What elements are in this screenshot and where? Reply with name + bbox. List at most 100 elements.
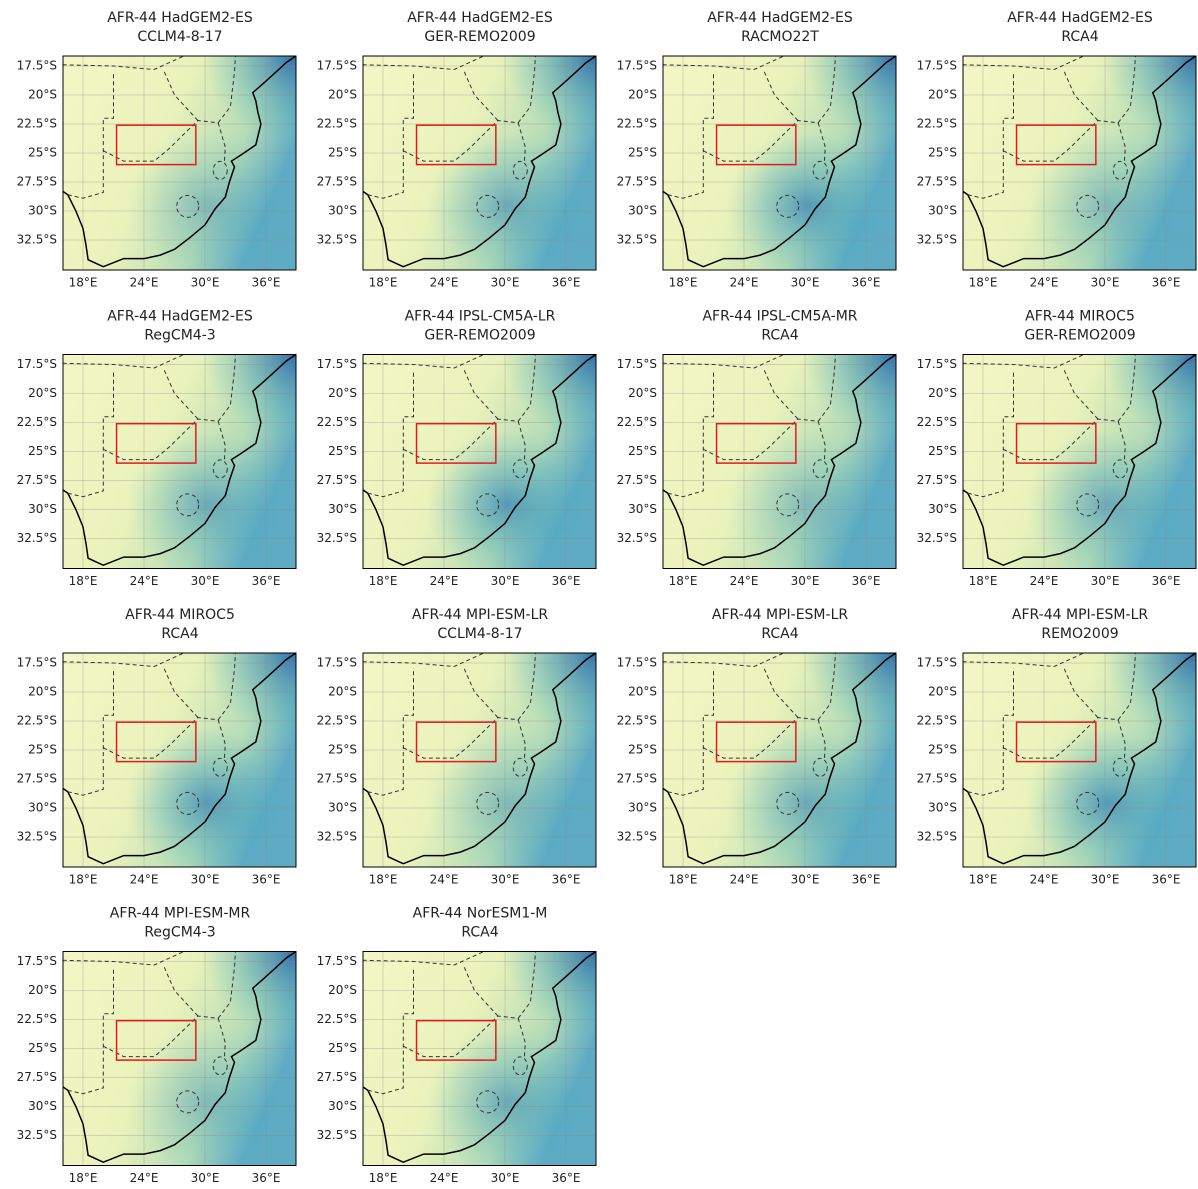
y-tick-label: 27.5°S — [617, 772, 657, 786]
border — [63, 653, 185, 668]
map-frame — [662, 55, 897, 271]
border — [463, 668, 499, 718]
panel-subtitle: RACMO22T — [741, 29, 819, 45]
y-tick-label: 22.5°S — [317, 714, 357, 728]
x-tick-label: 24°E — [730, 574, 759, 588]
y-tick-label: 32.5°S — [17, 830, 57, 844]
eswatini-border — [812, 757, 828, 777]
study-box — [415, 124, 497, 166]
map-area — [963, 354, 1196, 569]
x-tick-label: 36°E — [252, 276, 281, 290]
y-tick-label: 32.5°S — [317, 531, 357, 545]
border — [217, 951, 236, 1019]
eswatini-border — [512, 757, 528, 777]
y-tick-label: 25°S — [928, 146, 957, 160]
field-corner — [363, 951, 596, 1166]
y-tick-label: 20°S — [328, 685, 357, 699]
y-tick-label: 27.5°S — [17, 473, 57, 487]
x-tick-label: 30°E — [191, 1171, 220, 1185]
border — [217, 719, 226, 761]
y-tick-label: 22.5°S — [617, 415, 657, 429]
map-area — [363, 951, 596, 1166]
border — [63, 56, 185, 71]
x-tick-label: 30°E — [1091, 873, 1120, 887]
x-tick-label: 30°E — [491, 276, 520, 290]
x-tick-label: 30°E — [791, 276, 820, 290]
border — [1117, 354, 1136, 422]
field-corner — [963, 354, 1196, 569]
study-box — [415, 422, 497, 464]
y-tick-label: 32.5°S — [317, 233, 357, 247]
y-tick-label: 32.5°S — [617, 531, 657, 545]
x-tick-label: 30°E — [191, 873, 220, 887]
border — [163, 668, 199, 718]
coastline — [63, 56, 296, 268]
border — [217, 56, 236, 124]
y-tick-label: 17.5°S — [917, 656, 957, 670]
eswatini-border — [1112, 459, 1128, 479]
border — [217, 354, 236, 422]
y-tick-label: 25°S — [28, 444, 57, 458]
y-tick-label: 22.5°S — [917, 714, 957, 728]
x-tick-label: 36°E — [552, 276, 581, 290]
map-panel: AFR-44 MPI-ESM-LR REMO2009 17.5°S 20°S 22.5°… — [917, 607, 1197, 887]
map-area — [663, 56, 896, 270]
map-panel: AFR-44 HadGEM2-ES RCA4 17.5°S 20°S 22.5°S 25°… — [917, 10, 1197, 290]
lesotho-border — [776, 194, 800, 218]
x-tick-label: 36°E — [1152, 873, 1181, 887]
border — [817, 653, 836, 721]
border — [1063, 370, 1099, 420]
y-tick-label: 25°S — [28, 743, 57, 757]
border — [217, 122, 226, 164]
study-box — [115, 1019, 197, 1061]
coastline — [963, 56, 1196, 268]
y-tick-label: 22.5°S — [17, 117, 57, 131]
map-panel: AFR-44 IPSL-CM5A-LR GER-REMO2009 17.5°S 20°… — [317, 309, 597, 588]
x-tick-label: 18°E — [669, 574, 698, 588]
panel-title: AFR-44 HadGEM2-ES — [107, 10, 253, 26]
panel-title: AFR-44 MIROC5 — [125, 607, 235, 623]
eswatini-border — [512, 160, 528, 180]
map-panel: AFR-44 MIROC5 RCA4 17.5°S 20°S 22.5°S 25°S 27.… — [17, 607, 297, 887]
y-tick-label: 32.5°S — [17, 1128, 57, 1142]
border — [67, 370, 114, 498]
x-tick-label: 18°E — [369, 873, 398, 887]
y-tick-label: 22.5°S — [917, 117, 957, 131]
border — [1117, 56, 1136, 124]
border — [367, 967, 414, 1095]
field-corner — [63, 951, 296, 1166]
map-panel: AFR-44 MPI-ESM-LR CCLM4-8-17 17.5°S 20°S 22.… — [317, 607, 597, 887]
map-area — [663, 354, 896, 569]
x-tick-label: 24°E — [430, 873, 459, 887]
x-tick-label: 18°E — [69, 1171, 98, 1185]
y-tick-label: 17.5°S — [317, 59, 357, 73]
y-tick-label: 20°S — [928, 88, 957, 102]
panel-title: AFR-44 MPI-ESM-MR — [110, 906, 251, 922]
coastline — [963, 653, 1196, 865]
panel-subtitle: GER-REMO2009 — [424, 29, 535, 45]
y-tick-label: 25°S — [328, 743, 357, 757]
x-tick-label: 18°E — [369, 574, 398, 588]
y-tick-label: 30°S — [928, 801, 957, 815]
panel-title: AFR-44 HadGEM2-ES — [707, 10, 853, 26]
y-tick-label: 22.5°S — [17, 714, 57, 728]
map-frame — [662, 652, 897, 868]
map-area — [63, 354, 296, 569]
y-tick-label: 17.5°S — [917, 59, 957, 73]
x-tick-label: 24°E — [430, 574, 459, 588]
x-tick-label: 24°E — [1030, 574, 1059, 588]
x-tick-label: 30°E — [1091, 574, 1120, 588]
y-tick-label: 20°S — [628, 88, 657, 102]
coastline — [63, 653, 296, 865]
map-area — [963, 653, 1196, 867]
border — [963, 653, 1085, 668]
y-tick-label: 30°S — [328, 1099, 357, 1113]
x-tick-label: 36°E — [252, 1171, 281, 1185]
x-tick-label: 36°E — [252, 574, 281, 588]
coastline — [363, 951, 596, 1164]
study-box — [415, 721, 497, 763]
map-area — [63, 56, 296, 270]
field-corner — [963, 653, 1196, 867]
panel-subtitle: RegCM4-3 — [144, 925, 215, 941]
